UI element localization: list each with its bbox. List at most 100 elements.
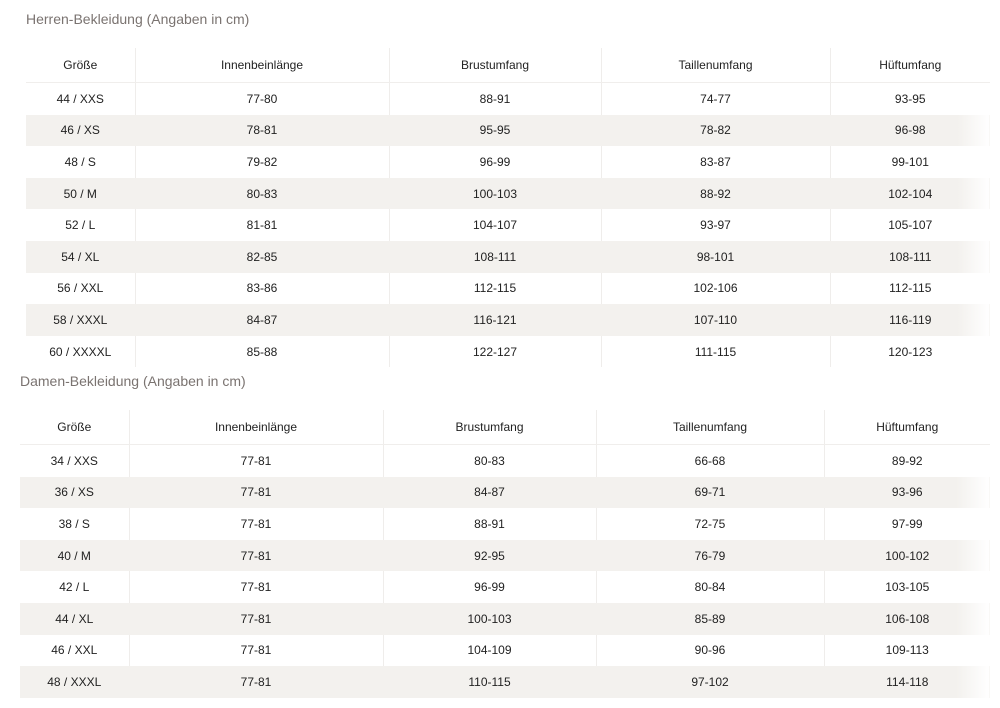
table-row: 48 / XXXL 77-81 110-115 97-102 114-118: [20, 666, 990, 698]
cell-chest: 122-127: [389, 335, 602, 368]
cell-size: 58 / XXXL: [26, 304, 136, 336]
cell-size: 46 / XS: [26, 114, 136, 147]
cell-size: 44 / XL: [20, 602, 130, 635]
column-header-inseam: Innenbeinlänge: [129, 410, 384, 445]
cell-size: 54 / XL: [26, 240, 136, 273]
cell-size: 52 / L: [26, 209, 136, 241]
cell-waist: 93-97: [601, 209, 831, 241]
cell-chest: 110-115: [383, 666, 597, 698]
cell-chest: 96-99: [389, 146, 602, 178]
table-row: 38 / S 77-81 88-91 72-75 97-99: [20, 508, 990, 540]
cell-size: 42 / L: [20, 571, 130, 603]
cell-hip: 108-111: [830, 240, 990, 273]
cell-inseam: 77-81: [129, 602, 384, 635]
cell-waist: 78-82: [601, 114, 831, 147]
cell-chest: 96-99: [383, 571, 597, 603]
cell-chest: 100-103: [389, 177, 602, 210]
cell-hip: 89-92: [891, 453, 923, 468]
column-header-hip: Hüftumfang: [824, 410, 990, 445]
cell-chest: 92-95: [383, 539, 597, 572]
cell-chest: 108-111: [389, 240, 602, 273]
cell-hip: 102-104: [830, 177, 990, 210]
column-header-chest: Brustumfang: [383, 410, 597, 445]
table-row: 44 / XL 77-81 100-103 85-89 106-108: [20, 602, 990, 635]
table-row: 58 / XXXL 84-87 116-121 107-110 116-119: [26, 304, 990, 336]
cell-chest: 116-121: [389, 304, 602, 336]
cell-chest: 88-91: [383, 508, 597, 540]
cell-waist: 85-89: [596, 602, 825, 635]
table-header-row: Größe Innenbeinlänge Brustumfang Taillenumf…: [20, 410, 990, 445]
cell-chest: 100-103: [383, 602, 597, 635]
column-header-size: Größe: [26, 48, 136, 83]
cell-inseam: 85-88: [135, 335, 390, 368]
cell-hip: 100-102: [824, 539, 990, 572]
cell-waist: 72-75: [596, 508, 825, 540]
cell-hip: 112-115: [889, 281, 932, 296]
table-row: 40 / M 77-81 92-95 76-79 100-102: [20, 539, 990, 572]
table-row: 34 / XXS 77-81 80-83 66-68 89-92: [20, 444, 990, 477]
cell-chest: 88-91: [389, 82, 602, 115]
cell-size: 50 / M: [26, 177, 136, 210]
column-header-waist: Taillenumfang: [601, 48, 831, 83]
cell-waist: 90-96: [596, 634, 825, 667]
cell-chest: 112-115: [389, 272, 602, 305]
men-size-table-title: Herren-Bekleidung (Angaben in cm): [26, 11, 250, 27]
cell-inseam: 80-83: [135, 177, 390, 210]
cell-waist: 66-68: [596, 444, 825, 477]
cell-size: 38 / S: [20, 508, 130, 540]
men-size-table: Größe Innenbeinlänge Brustumfang Taillenumf…: [26, 48, 990, 368]
cell-chest: 84-87: [383, 476, 597, 509]
cell-hip: 103-105: [885, 580, 930, 595]
table-row: 48 / S 79-82 96-99 83-87 99-101: [26, 146, 990, 178]
cell-chest: 80-83: [383, 444, 597, 477]
cell-inseam: 77-80: [135, 82, 390, 115]
cell-hip: 93-96: [824, 476, 990, 509]
table-row: 60 / XXXXL 85-88 122-127 111-115 120-123: [26, 335, 990, 368]
cell-hip: 96-98: [830, 114, 990, 147]
cell-inseam: 82-85: [135, 240, 390, 273]
cell-waist: 98-101: [601, 240, 831, 273]
cell-hip: 93-95: [894, 91, 926, 106]
cell-hip: 114-118: [824, 666, 990, 698]
cell-chest: 104-109: [383, 634, 597, 667]
cell-inseam: 83-86: [135, 272, 390, 305]
column-header-chest: Brustumfang: [389, 48, 602, 83]
cell-hip: 109-113: [885, 643, 929, 658]
women-size-table: Größe Innenbeinlänge Brustumfang Taillenumf…: [20, 410, 990, 698]
cell-inseam: 81-81: [135, 209, 390, 241]
cell-inseam: 78-81: [135, 114, 390, 147]
cell-inseam: 84-87: [135, 304, 390, 336]
cell-waist: 88-92: [601, 177, 831, 210]
cell-waist: 80-84: [596, 571, 825, 603]
column-header-size: Größe: [20, 410, 130, 445]
cell-waist: 111-115: [601, 335, 831, 368]
cell-inseam: 77-81: [129, 539, 384, 572]
cell-waist: 69-71: [596, 476, 825, 509]
table-row: 54 / XL 82-85 108-111 98-101 108-111: [26, 240, 990, 273]
cell-hip: 99-101: [891, 154, 929, 169]
cell-size: 60 / XXXXL: [26, 335, 136, 368]
cell-inseam: 77-81: [129, 444, 384, 477]
table-row: 46 / XS 78-81 95-95 78-82 96-98: [26, 114, 990, 147]
table-row: 44 / XXS 77-80 88-91 74-77 93-95: [26, 82, 990, 115]
cell-size: 48 / S: [26, 146, 136, 178]
cell-waist: 107-110: [601, 304, 831, 336]
table-header-row: Größe Innenbeinlänge Brustumfang Taillenumf…: [26, 48, 990, 83]
cell-hip: 120-123: [888, 344, 933, 359]
cell-size: 44 / XXS: [26, 82, 136, 115]
cell-size: 36 / XS: [20, 476, 130, 509]
cell-size: 40 / M: [20, 539, 130, 572]
column-header-waist: Taillenumfang: [596, 410, 825, 445]
cell-hip: 97-99: [891, 516, 923, 531]
cell-chest: 104-107: [389, 209, 602, 241]
cell-size: 34 / XXS: [20, 444, 130, 477]
column-header-hip: Hüftumfang: [830, 48, 990, 83]
cell-chest: 95-95: [389, 114, 602, 147]
table-row: 46 / XXL 77-81 104-109 90-96 109-113: [20, 634, 990, 667]
cell-hip: 105-107: [888, 218, 933, 233]
cell-hip: 106-108: [824, 602, 990, 635]
cell-hip: 116-119: [830, 304, 990, 336]
cell-waist: 74-77: [601, 82, 831, 115]
cell-inseam: 77-81: [129, 634, 384, 667]
column-header-inseam: Innenbeinlänge: [135, 48, 390, 83]
